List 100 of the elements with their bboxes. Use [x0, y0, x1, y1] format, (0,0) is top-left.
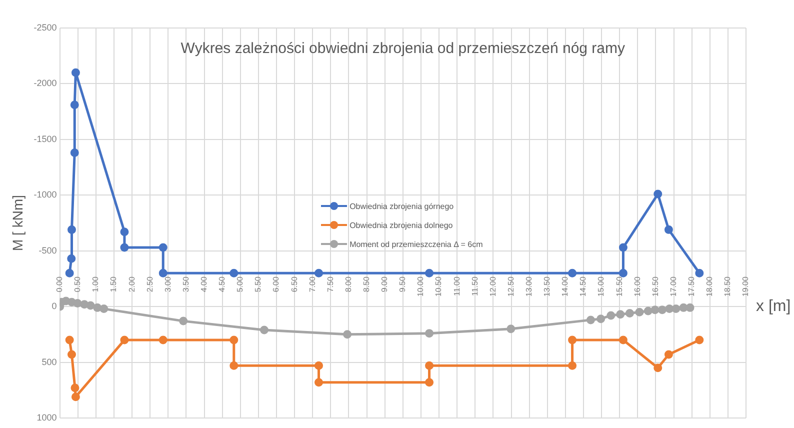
- point: [314, 378, 324, 387]
- point: [70, 384, 80, 392]
- x-tick-label: 4.50: [218, 276, 227, 292]
- x-tick-label: 7.00: [308, 276, 317, 292]
- x-tick-label: 4.00: [199, 276, 208, 292]
- point: [644, 306, 652, 316]
- point: [86, 301, 95, 310]
- point: [67, 225, 76, 234]
- point: [73, 298, 82, 308]
- x-tick-label: 0.00: [55, 276, 64, 292]
- point: [314, 361, 324, 370]
- point: [654, 364, 662, 372]
- legend-label: Moment od przemieszczenia Δ = 6cm: [350, 240, 483, 249]
- point: [158, 268, 168, 278]
- x-tick-label: 11.00: [452, 276, 462, 296]
- x-tick-label: 2.00: [127, 276, 136, 292]
- x-tick-label: 16.00: [632, 276, 642, 297]
- x-tick-label: 14.50: [578, 276, 588, 297]
- point: [586, 316, 595, 324]
- y-tick-label: -1500: [34, 134, 57, 144]
- y-tick-label: 0: [52, 301, 57, 312]
- point: [120, 228, 129, 236]
- point: [260, 326, 268, 334]
- point: [635, 308, 644, 316]
- point: [100, 304, 108, 314]
- x-tick-label: 12.00: [488, 276, 498, 297]
- x-axis-title: x [m]: [756, 298, 791, 316]
- point: [65, 268, 74, 278]
- x-tick-label: 5.00: [236, 276, 245, 292]
- x-tick-label: 15.00: [596, 276, 606, 297]
- x-tick-label: 18.00: [705, 276, 714, 297]
- point: [230, 361, 238, 370]
- x-tick-label: 0.50: [73, 276, 82, 292]
- point: [70, 100, 79, 110]
- point: [672, 304, 680, 314]
- x-tick-label: 8.00: [344, 276, 353, 292]
- y-tick-label: -2500: [34, 22, 57, 32]
- x-tick-label: 7.50: [326, 276, 335, 292]
- x-tick-label: 11.50: [470, 276, 480, 296]
- point: [230, 336, 238, 344]
- point: [618, 336, 628, 344]
- x-tick-label: 8.50: [362, 276, 371, 292]
- point: [618, 243, 628, 252]
- point: [618, 268, 628, 278]
- point: [425, 329, 434, 338]
- point: [158, 336, 168, 344]
- point: [568, 361, 577, 370]
- point: [425, 268, 434, 278]
- y-tick-label: 1000: [36, 412, 57, 422]
- x-tick-label: 19.00: [741, 276, 750, 297]
- y-tick-label: -2000: [34, 78, 57, 88]
- point: [654, 190, 662, 198]
- point: [65, 336, 74, 344]
- point: [658, 306, 666, 314]
- point: [71, 68, 80, 77]
- x-tick-label: 9.50: [398, 276, 408, 292]
- point: [625, 309, 634, 318]
- text: Wykres zależności obwiedni zbrojenia od przemieszczeń nóg ramy: [180, 40, 626, 57]
- point: [93, 303, 102, 312]
- legend-label: Obwiednia zbrojenia górnego: [350, 202, 454, 211]
- point: [425, 378, 434, 387]
- point: [686, 303, 694, 312]
- point: [568, 336, 577, 344]
- point: [343, 330, 352, 339]
- point: [158, 243, 168, 252]
- point: [650, 306, 660, 314]
- x-tick-label: 1.50: [109, 276, 118, 292]
- point: [596, 314, 606, 324]
- point: [568, 268, 577, 278]
- point: [695, 268, 704, 278]
- x-tick-label: 18.50: [723, 276, 732, 297]
- y-axis-title: M [ kNm]: [9, 195, 26, 251]
- x-tick-label: 9.00: [380, 276, 390, 292]
- x-tick-label: 14.00: [560, 276, 570, 297]
- point: [606, 311, 616, 320]
- point: [506, 324, 516, 334]
- x-tick-label: 1.00: [91, 276, 100, 292]
- point: [665, 304, 674, 314]
- point: [179, 316, 188, 326]
- x-tick-label: 17.50: [687, 276, 696, 297]
- point: [80, 300, 89, 309]
- y-tick-label: -1000: [34, 190, 57, 200]
- x-tick-label: 5.50: [254, 276, 263, 292]
- point: [120, 243, 129, 252]
- x-tick-label: 12.50: [506, 276, 516, 297]
- x-tick-label: 3.00: [163, 276, 172, 292]
- x-tick-label: 10.50: [434, 276, 444, 297]
- point: [425, 361, 434, 370]
- x-tick-label: 13.00: [524, 276, 534, 297]
- y-tick-label: -500: [38, 245, 57, 256]
- point: [67, 254, 76, 263]
- point: [70, 148, 79, 158]
- x-tick-label: 16.50: [650, 276, 660, 297]
- point: [67, 350, 76, 359]
- point: [679, 303, 688, 312]
- x-tick-label: 2.50: [145, 276, 154, 292]
- point: [71, 392, 80, 402]
- legend-label: Obwiednia zbrojenia dolnego: [350, 220, 453, 230]
- point: [314, 268, 324, 278]
- x-tick-label: 17.00: [668, 276, 678, 297]
